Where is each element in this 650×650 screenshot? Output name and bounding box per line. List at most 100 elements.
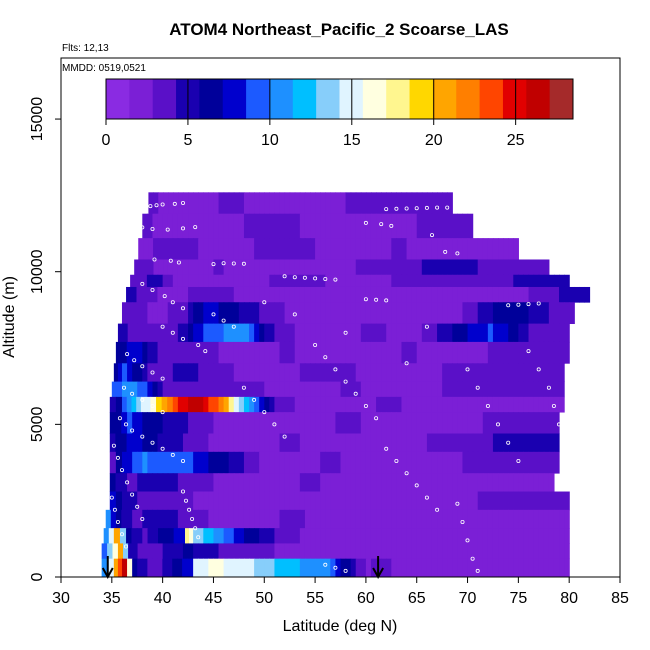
heatmap-cell	[345, 213, 352, 239]
heatmap-cell	[477, 323, 484, 343]
heatmap-cell	[188, 396, 194, 413]
heatmap-cell	[498, 381, 504, 398]
heatmap-cell	[182, 274, 189, 288]
heatmap-cell	[426, 396, 433, 413]
heatmap-cell	[193, 286, 199, 303]
heatmap-cell	[208, 323, 215, 343]
heatmap-cell	[548, 302, 555, 325]
heatmap-cell	[553, 412, 560, 434]
heatmap-cell	[447, 433, 453, 453]
colorbar-ticks: 0 5 10 15 20 25	[102, 79, 525, 149]
heatmap-cell	[177, 412, 184, 434]
heatmap-cell	[406, 381, 413, 398]
heatmap-cell	[467, 363, 474, 383]
heatmap-cell	[111, 381, 118, 398]
sample-point	[130, 391, 135, 396]
heatmap-cell	[401, 302, 408, 325]
heatmap-cell	[269, 302, 276, 325]
heatmap-cell	[269, 558, 276, 578]
heatmap-cell	[355, 286, 362, 303]
heatmap-cell	[477, 274, 484, 288]
heatmap-cell	[127, 381, 133, 398]
heatmap-cell	[259, 543, 265, 560]
heatmap-cell	[365, 543, 372, 560]
heatmap-cell	[162, 363, 169, 383]
heatmap-cell	[421, 238, 428, 260]
heatmap-cell	[320, 451, 326, 474]
heatmap-cell	[528, 341, 535, 364]
heatmap-cell	[177, 543, 184, 560]
heatmap-cell	[452, 238, 458, 260]
heatmap-cell	[238, 433, 245, 453]
heatmap-cell	[243, 192, 250, 215]
heatmap-cell	[401, 509, 408, 529]
heatmap-cell	[147, 412, 154, 434]
sample-point	[160, 202, 165, 207]
heatmap-cell	[126, 341, 133, 364]
heatmap-cell	[223, 473, 230, 492]
heatmap-cell	[203, 363, 209, 383]
heatmap-cell	[157, 543, 164, 560]
heatmap-cell	[498, 433, 504, 453]
heatmap-cell	[172, 341, 179, 364]
heatmap-cell	[218, 543, 225, 560]
sample-point	[193, 526, 198, 531]
heatmap-cell	[294, 381, 301, 398]
heatmap-cell	[269, 323, 276, 343]
heatmap-cell	[132, 451, 138, 474]
heatmap-cell	[503, 528, 509, 544]
heatmap-cell	[143, 259, 150, 276]
x-axis: 30 35 40 45 50 55 60 65 70 75 80 85	[52, 577, 629, 607]
sample-point	[384, 446, 389, 451]
heatmap-cell	[340, 302, 347, 325]
heatmap-cell	[264, 192, 270, 215]
heatmap-cell	[518, 491, 525, 511]
heatmap-cell	[360, 286, 367, 303]
heatmap-cell	[299, 433, 306, 453]
heatmap-cell	[386, 543, 392, 560]
heatmap-cell	[350, 473, 357, 492]
heatmap-cell	[203, 192, 209, 215]
heatmap-cell	[127, 302, 133, 325]
heatmap-cell	[238, 543, 245, 560]
heatmap-cell	[147, 341, 154, 364]
heatmap-cell	[350, 543, 357, 560]
heatmap-cell	[147, 302, 154, 325]
heatmap-cell	[487, 286, 494, 303]
heatmap-cell	[228, 381, 235, 398]
sample-point	[475, 568, 480, 573]
heatmap-cell	[518, 274, 525, 288]
heatmap-cell	[198, 363, 204, 383]
heatmap-cell	[523, 558, 530, 578]
heatmap-cell	[513, 341, 519, 364]
heatmap-cell	[115, 396, 123, 413]
heatmap-cell	[269, 473, 276, 492]
heatmap-cell	[355, 192, 362, 215]
heatmap-cell	[401, 259, 408, 276]
heatmap-cell	[376, 213, 382, 239]
heatmap-cell	[238, 238, 245, 260]
heatmap-cell	[279, 259, 286, 276]
heatmap-cell	[289, 473, 296, 492]
heatmap-cell	[162, 274, 169, 288]
heatmap-cell	[289, 286, 296, 303]
heatmap-cell	[503, 341, 509, 364]
heatmap-cell	[228, 259, 235, 276]
heatmap-cell	[178, 192, 184, 215]
heatmap-cell	[391, 528, 397, 544]
heatmap-cell	[370, 381, 377, 398]
sample-point	[394, 206, 399, 211]
heatmap-cell	[167, 274, 174, 288]
heatmap-cell	[411, 323, 418, 343]
heatmap-cell	[381, 381, 387, 398]
heatmap-cell	[284, 396, 291, 413]
sample-point	[374, 416, 379, 421]
heatmap-cell	[147, 381, 154, 398]
heatmap-cell	[233, 213, 240, 239]
heatmap-cell	[254, 509, 260, 529]
heatmap-cell	[365, 528, 372, 544]
heatmap-cell	[249, 491, 255, 511]
heatmap-cell	[172, 381, 179, 398]
heatmap-cell	[487, 509, 494, 529]
